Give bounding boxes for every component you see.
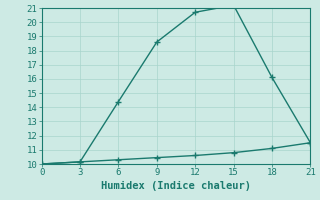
X-axis label: Humidex (Indice chaleur): Humidex (Indice chaleur) — [101, 181, 251, 191]
